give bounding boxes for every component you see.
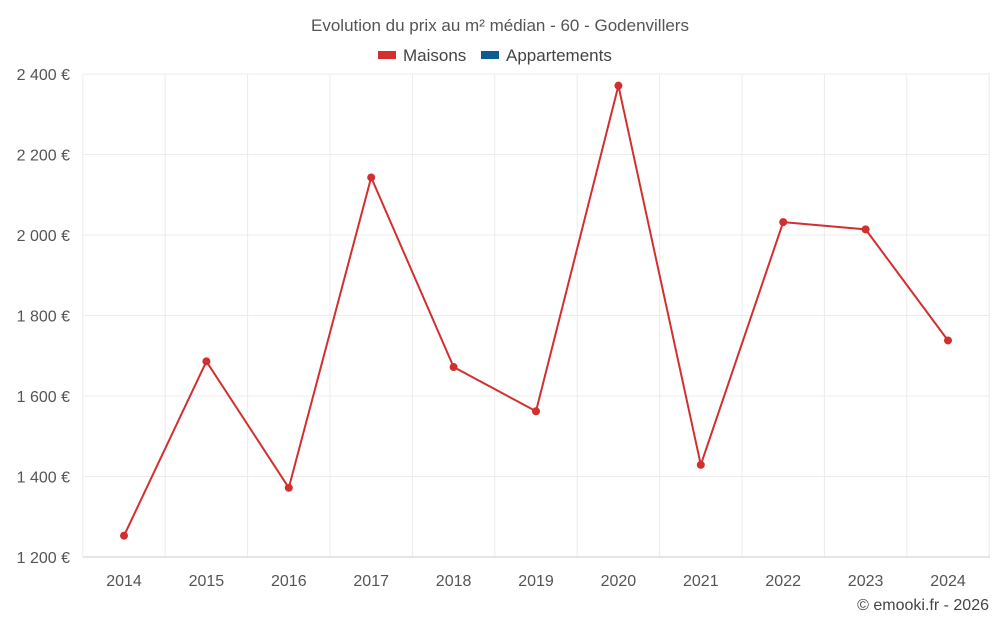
y-tick-label: 2 000 € xyxy=(17,228,70,245)
y-tick-label: 1 400 € xyxy=(17,470,70,487)
legend-label-appartements: Appartements xyxy=(506,46,612,65)
y-tick-label: 2 200 € xyxy=(17,148,70,165)
data-point-maisons xyxy=(861,225,870,234)
x-tick-label: 2016 xyxy=(271,573,307,590)
chart-title: Evolution du prix au m² médian - 60 - Go… xyxy=(311,16,689,35)
legend-swatch-appartements xyxy=(481,51,499,59)
x-tick-label: 2014 xyxy=(106,573,142,590)
x-tick-label: 2023 xyxy=(848,573,884,590)
legend-item-maisons[interactable]: Maisons xyxy=(378,46,466,65)
data-point-maisons xyxy=(449,363,458,372)
x-tick-label: 2024 xyxy=(930,573,966,590)
y-tick-label: 1 200 € xyxy=(17,550,70,567)
x-tick-label: 2018 xyxy=(436,573,472,590)
data-point-maisons xyxy=(696,460,705,469)
x-tick-label: 2020 xyxy=(601,573,637,590)
credit-text: © emooki.fr - 2026 xyxy=(857,597,989,614)
data-point-maisons xyxy=(614,81,623,90)
data-point-maisons xyxy=(120,531,128,540)
data-point-maisons xyxy=(779,218,788,227)
data-point-maisons xyxy=(367,173,376,182)
y-tick-label: 2 400 € xyxy=(17,67,70,84)
y-tick-label: 1 600 € xyxy=(17,389,70,406)
y-tick-label: 1 800 € xyxy=(17,309,70,326)
axes: 1 200 € 1 400 € 1 600 € 1 800 € 2 000 € 2 200… xyxy=(17,67,990,590)
legend: Maisons Appartements xyxy=(378,46,612,65)
x-tick-label: 2015 xyxy=(189,573,225,590)
series xyxy=(120,81,952,540)
data-point-maisons xyxy=(284,483,293,492)
x-tick-label: 2021 xyxy=(683,573,719,590)
data-point-maisons xyxy=(944,336,952,345)
data-point-maisons xyxy=(532,407,540,416)
legend-label-maisons: Maisons xyxy=(403,46,466,65)
legend-item-appartements[interactable]: Appartements xyxy=(481,46,612,65)
legend-swatch-maisons xyxy=(378,51,396,59)
x-tick-label: 2017 xyxy=(353,573,389,590)
data-point-maisons xyxy=(202,357,211,366)
grid xyxy=(82,73,990,557)
x-tick-label: 2022 xyxy=(765,573,801,590)
x-tick-label: 2019 xyxy=(518,573,554,590)
